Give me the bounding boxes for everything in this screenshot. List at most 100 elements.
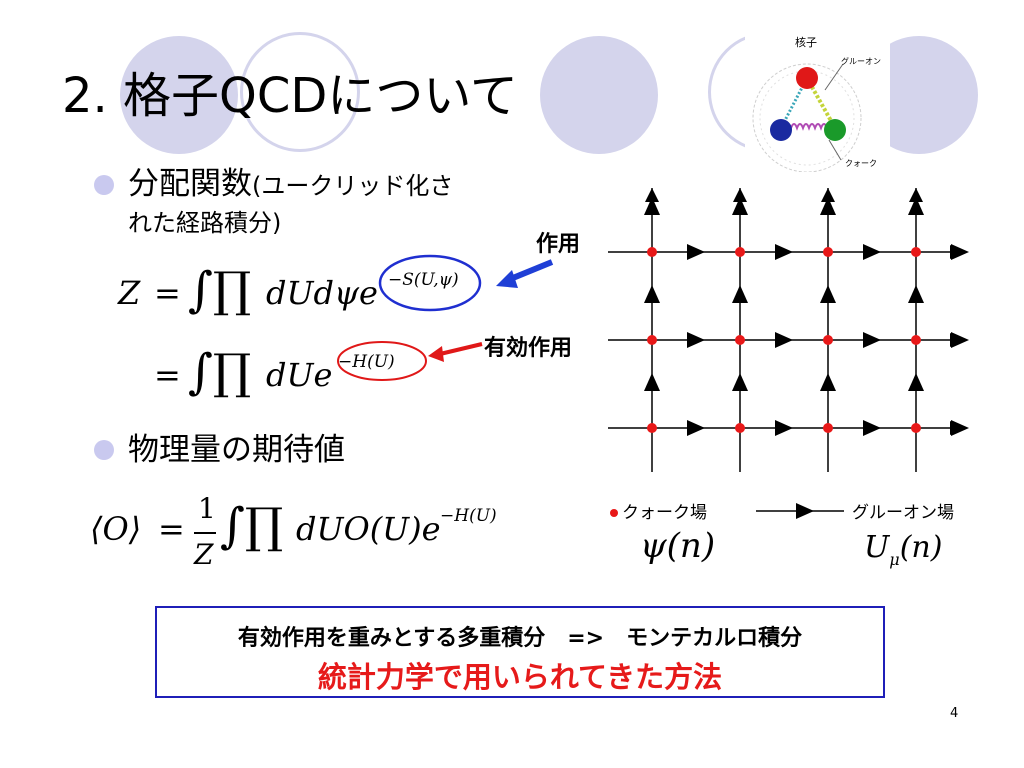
bullet-1-sub: (ユークリッド化さ	[252, 172, 454, 200]
quark-site	[911, 423, 921, 433]
u-symbol: Uμ(n)	[864, 530, 942, 569]
bullet-dot-2	[94, 440, 114, 460]
u-subscript: μ	[889, 550, 900, 569]
action-label: 作用	[536, 232, 581, 257]
page-number: 4	[950, 706, 959, 721]
gluon-link-arrow-y	[732, 373, 748, 391]
summary-line-1: 有効作用を重みとする多重積分 => モンテカルロ積分	[237, 626, 803, 651]
effective-action-label: 有効作用	[484, 336, 573, 361]
quark-site	[911, 247, 921, 257]
psi-symbol: ψ(n)	[640, 526, 716, 566]
decor-circle-1	[120, 36, 238, 154]
u-letter: U	[864, 530, 890, 565]
gluon-arrow-icon	[756, 503, 844, 519]
blue-quark	[770, 119, 792, 141]
gluon-label: グルーオン	[841, 57, 881, 66]
quark-site	[735, 335, 745, 345]
gluon-link-arrow-y	[732, 197, 748, 215]
u-argument: (n)	[899, 530, 943, 565]
gluon-link-arrow-x	[951, 332, 969, 348]
eff-equals: =	[154, 356, 181, 394]
action-arrow	[496, 259, 554, 288]
quark-field-legend: クォーク場	[610, 498, 707, 523]
quark-site	[735, 423, 745, 433]
effective-formula: = ∫∏ dUe −H(U)	[150, 344, 470, 420]
gluon-link-arrow-x	[775, 420, 793, 436]
quark-site	[735, 247, 745, 257]
nucleon-label: 核子	[795, 36, 817, 49]
gluon-link-arrow-y	[820, 285, 836, 303]
expect-exponent: −H(U)	[440, 506, 497, 526]
gluon-link-arrow-x	[775, 244, 793, 260]
lattice-diagram	[608, 188, 969, 472]
summary-line-2: 統計力学で用いられてきた方法	[317, 660, 723, 694]
quark-site	[647, 335, 657, 345]
gluon-link-arrow-y	[732, 285, 748, 303]
decor-ring-1	[240, 32, 360, 152]
gluon-link-arrow-x	[775, 332, 793, 348]
bullet-dot-1	[94, 175, 114, 195]
green-quark	[824, 119, 846, 141]
bullet-1-main: 分配関数	[128, 166, 252, 202]
red-quark	[796, 67, 818, 89]
bullet-2-text: 物理量の期待値	[128, 432, 345, 468]
frac-bar	[194, 532, 216, 534]
expect-integral-product: ∫∏	[220, 498, 284, 554]
gluon-link-arrow-y	[820, 197, 836, 215]
expect-equals: =	[158, 510, 185, 548]
expect-lhs: ⟨O⟩	[90, 510, 142, 548]
gluon-link-arrow-y	[908, 285, 924, 303]
effective-action-circle	[337, 341, 427, 381]
quark-site	[823, 423, 833, 433]
nucleon-svg	[752, 63, 862, 173]
gluon-link-arrow-y	[908, 373, 924, 391]
lattice-v-end-arrow	[733, 188, 747, 202]
expectation-formula: ⟨O⟩ = 1 Z ∫∏ dUO(U)e −H(U)	[90, 492, 550, 582]
eff-integral-product: ∫∏	[188, 344, 252, 400]
quark-site	[823, 335, 833, 345]
quark-field-label: クォーク場	[622, 503, 707, 523]
gluon-link-arrow-y	[820, 373, 836, 391]
gluon-link-arrow-x	[863, 420, 881, 436]
quark-site	[647, 423, 657, 433]
gluon-link-arrow-x	[863, 244, 881, 260]
gluon-link-arrow-x	[863, 332, 881, 348]
effective-action-arrow	[428, 342, 483, 362]
quark-label: クォーク	[845, 159, 877, 168]
action-circle	[378, 254, 482, 312]
bullet-1-line-2: れた経路積分)	[128, 209, 282, 237]
gluon-link-arrow-y	[644, 373, 660, 391]
z-measure: dUdψe	[266, 274, 378, 312]
frac-numerator: 1	[198, 492, 216, 525]
gluon-link-arrow-x	[951, 420, 969, 436]
z-symbol: Z	[118, 274, 141, 312]
z-integral-product: ∫∏	[188, 262, 252, 318]
lattice-v-end-arrow	[821, 188, 835, 202]
bullet-1-line-1: 分配関数(ユークリッド化さ	[128, 164, 453, 206]
quark-dot-icon	[610, 509, 618, 517]
frac-denominator: Z	[194, 538, 214, 571]
gluon-link-arrow-y	[644, 285, 660, 303]
decor-circle-2	[540, 36, 658, 154]
z-action-exponent: −S(U,ψ)	[388, 270, 459, 290]
partition-formula: Z = ∫∏ dUdψe −S(U,ψ)	[118, 262, 478, 338]
gluon-field-label: グルーオン場	[852, 503, 954, 523]
eff-exponent: −H(U)	[338, 352, 395, 372]
nucleon-diagram: 核子 グルーオン クォーク	[745, 32, 890, 173]
gluon-link-arrow-x	[687, 420, 705, 436]
gluon-link-arrow-y	[908, 197, 924, 215]
quark-site	[647, 247, 657, 257]
eff-measure: dUe	[266, 356, 333, 394]
z-equals: =	[154, 274, 181, 312]
gluon-link-arrow-x	[687, 332, 705, 348]
slide-title: 2. 格子QCDについて	[62, 68, 518, 124]
lattice-v-end-arrow	[909, 188, 923, 202]
quark-site	[911, 335, 921, 345]
expect-body: dUO(U)e	[296, 510, 441, 548]
summary-box: 有効作用を重みとする多重積分 => モンテカルロ積分 統計力学で用いられてきた方…	[155, 606, 885, 698]
quark-site	[823, 247, 833, 257]
gluon-link-arrow-y	[644, 197, 660, 215]
gluon-link-arrow-x	[951, 244, 969, 260]
gluon-link-arrow-x	[687, 244, 705, 260]
lattice-v-end-arrow	[645, 188, 659, 202]
